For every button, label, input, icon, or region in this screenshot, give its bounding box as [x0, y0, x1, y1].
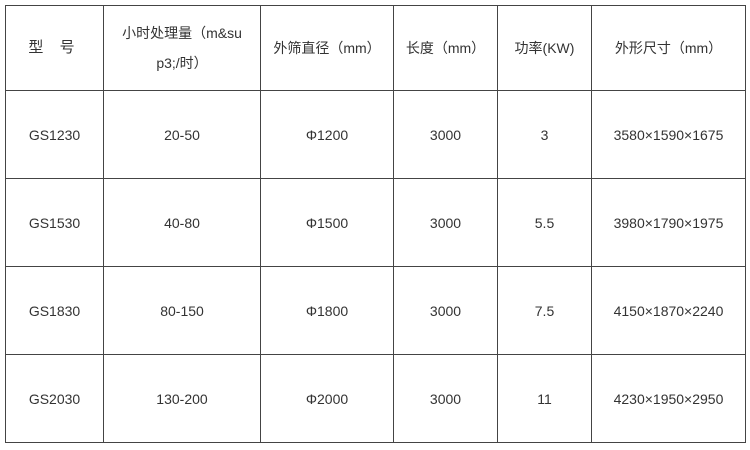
cell-diameter: Φ1500: [260, 178, 394, 267]
header-dimensions: 外形尺寸（mm）: [591, 5, 746, 91]
cell-capacity: 80-150: [103, 266, 261, 355]
cell-length: 3000: [393, 90, 498, 179]
cell-diameter: Φ2000: [260, 354, 394, 443]
cell-power: 3: [497, 90, 592, 179]
header-model: 型 号: [5, 5, 104, 91]
cell-model: GS1530: [5, 178, 104, 267]
cell-capacity: 20-50: [103, 90, 261, 179]
header-length: 长度（mm）: [393, 5, 498, 91]
table-row: GS2030 130-200 Φ2000 3000 11 4230×1950×2…: [5, 354, 746, 443]
cell-power: 11: [497, 354, 592, 443]
cell-dimensions: 4150×1870×2240: [591, 266, 746, 355]
table-row: GS1830 80-150 Φ1800 3000 7.5 4150×1870×2…: [5, 266, 746, 355]
spec-table: 型 号 小时处理量（m&su p3;/时） 外筛直径（mm） 长度（mm） 功率(…: [5, 5, 746, 443]
cell-diameter: Φ1800: [260, 266, 394, 355]
cell-model: GS1230: [5, 90, 104, 179]
cell-capacity: 40-80: [103, 178, 261, 267]
cell-power: 5.5: [497, 178, 592, 267]
header-capacity-line2: p3;/时）: [156, 55, 208, 71]
table-row: GS1530 40-80 Φ1500 3000 5.5 3980×1790×19…: [5, 178, 746, 267]
table-row: GS1230 20-50 Φ1200 3000 3 3580×1590×1675: [5, 90, 746, 179]
header-screen-diameter: 外筛直径（mm）: [260, 5, 394, 91]
cell-model: GS2030: [5, 354, 104, 443]
cell-model: GS1830: [5, 266, 104, 355]
cell-length: 3000: [393, 266, 498, 355]
cell-dimensions: 4230×1950×2950: [591, 354, 746, 443]
cell-length: 3000: [393, 178, 498, 267]
cell-length: 3000: [393, 354, 498, 443]
header-power: 功率(KW): [497, 5, 592, 91]
cell-diameter: Φ1200: [260, 90, 394, 179]
table-header-row: 型 号 小时处理量（m&su p3;/时） 外筛直径（mm） 长度（mm） 功率(…: [5, 5, 746, 91]
cell-dimensions: 3980×1790×1975: [591, 178, 746, 267]
header-capacity-line1: 小时处理量（m&su: [122, 25, 242, 41]
cell-dimensions: 3580×1590×1675: [591, 90, 746, 179]
cell-capacity: 130-200: [103, 354, 261, 443]
header-capacity: 小时处理量（m&su p3;/时）: [103, 5, 261, 91]
cell-power: 7.5: [497, 266, 592, 355]
